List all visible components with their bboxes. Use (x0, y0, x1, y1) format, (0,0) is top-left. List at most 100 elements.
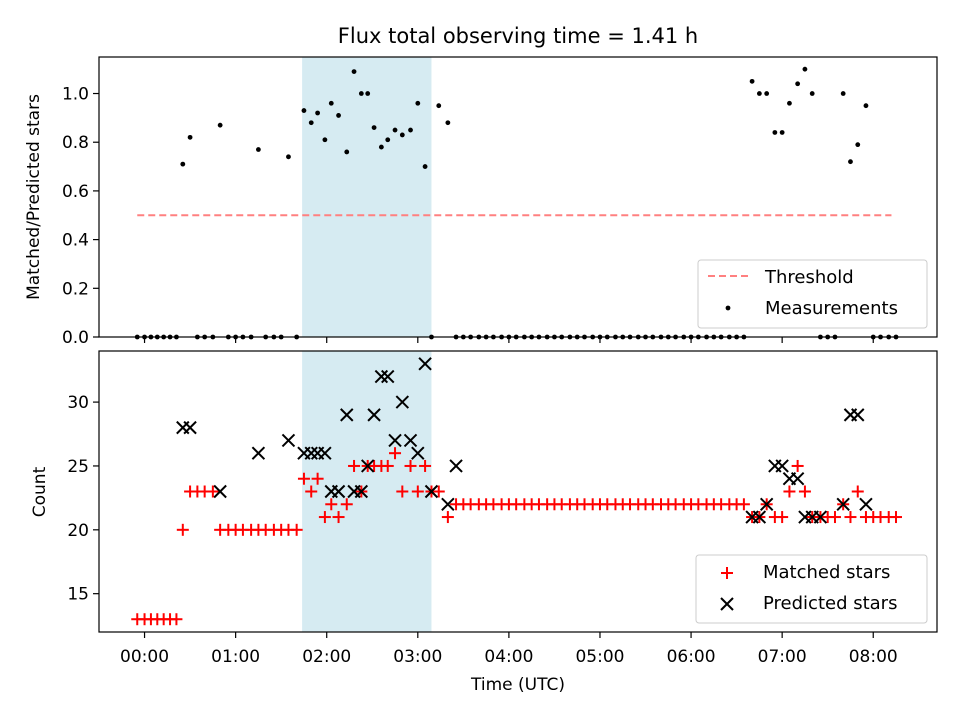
predicted-star-point (790, 472, 805, 486)
matched-star-point (381, 459, 394, 472)
matched-star-point (318, 511, 331, 524)
y-tick-label: 0.0 (62, 328, 89, 348)
predicted-star-point (775, 459, 789, 473)
measurement-point (308, 120, 314, 126)
matched-star-point (411, 485, 424, 498)
matched-star-point (404, 459, 417, 472)
matched-star-point (441, 511, 454, 524)
top-legend-box (697, 259, 928, 329)
measurement-point (322, 137, 328, 143)
predicted-star-point (403, 433, 418, 448)
measurement-point (772, 130, 778, 135)
x-tick-label: 00:00 (120, 647, 169, 667)
matched-star-point (348, 459, 361, 472)
predicted-star-point (836, 497, 850, 511)
measurement-point (385, 137, 391, 143)
x-tick-label: 08:00 (849, 647, 898, 667)
matched-star-point (798, 485, 811, 498)
predicted-star-point (340, 408, 354, 422)
measurement-point (764, 91, 770, 96)
matched-star-point (206, 485, 219, 498)
predicted-star-point (251, 446, 266, 460)
y-tick-label: 0.4 (62, 231, 89, 251)
measurement-point (802, 66, 808, 72)
matched-star-point (851, 485, 864, 498)
y-tick-label: 0.8 (62, 133, 89, 153)
predicted-star-point (360, 459, 375, 473)
matched-star-point (396, 485, 409, 498)
bottom-x-axis-ticks: 00:00 01:00 02:00 03:00 04:00 05:00 06:00 07:00… (120, 632, 898, 667)
matched-star-point (890, 511, 903, 524)
predicted-star-point (424, 484, 439, 499)
measurement-point (795, 81, 801, 87)
bottom-y-axis-label: Count (30, 466, 50, 517)
measurement-point (336, 113, 341, 118)
measurement-point (422, 164, 428, 169)
matched-star-point (389, 447, 402, 460)
matched-star-point (170, 613, 183, 626)
measurement-point (256, 147, 261, 152)
y-tick-label: 0.6 (62, 182, 89, 202)
predicted-star-point (374, 369, 389, 384)
predicted-star-point (213, 484, 227, 499)
x-tick-label: 02:00 (302, 647, 351, 667)
matched-star-point (305, 485, 318, 498)
measurement-point (840, 91, 846, 96)
measurement-point (371, 125, 377, 131)
predicted-star-point (851, 408, 865, 422)
measurement-point (187, 134, 193, 140)
top-y-axis-label: Matched/Predicted stars (24, 94, 44, 300)
predicted-star-point (331, 484, 346, 499)
measurement-point (365, 91, 371, 96)
predicted-star-point (449, 459, 463, 473)
measurement-point (809, 91, 815, 96)
measurement-point (445, 120, 451, 126)
x-tick-label: 05:00 (575, 647, 624, 667)
predicted-star-point (281, 433, 296, 448)
measurement-point (855, 142, 861, 148)
measurement-point (286, 154, 291, 160)
matched-star-point (791, 459, 804, 472)
measurements-legend-label: Measurements (765, 298, 898, 319)
predicted-star-point (388, 433, 402, 448)
predicted-star-point (441, 497, 455, 511)
measurement-point (756, 91, 762, 96)
predicted-star-point (354, 484, 369, 499)
x-tick-label: 01:00 (211, 647, 260, 667)
measurement-point (399, 132, 405, 138)
y-tick-label: 30 (67, 393, 89, 413)
y-tick-label: 1.0 (62, 85, 89, 105)
x-tick-label: 03:00 (393, 647, 442, 667)
measurement-point (863, 103, 869, 109)
measurement-point (217, 122, 223, 128)
measurement-point (787, 100, 792, 106)
predicted-legend-label: Predicted stars (763, 593, 897, 614)
y-tick-label: 0.2 (62, 279, 89, 299)
matched-star-point (176, 523, 189, 536)
predicted-star-point (183, 420, 197, 435)
x-tick-label: 06:00 (667, 647, 716, 667)
matched-star-point (783, 485, 796, 498)
threshold-legend-label: Threshold (764, 267, 854, 288)
measurement-point (848, 159, 853, 165)
matched-star-point (290, 523, 303, 536)
top-plot-frame (98, 56, 938, 338)
matched-star-point (311, 472, 324, 485)
predicted-star-point (304, 446, 318, 460)
top-y-axis-ticks: 0.0 0.2 0.4 0.6 0.8 1.0 (62, 85, 99, 348)
matched-star-point (325, 498, 338, 511)
matched-star-point (776, 511, 789, 524)
chart-title: Flux total observing time = 1.41 h (338, 24, 698, 48)
measurement-point (328, 100, 334, 106)
matched-stars-points (131, 447, 903, 626)
measurement-point (749, 78, 755, 84)
predicted-star-point (318, 446, 332, 460)
y-tick-label: 25 (67, 457, 89, 477)
predicted-legend-swatch (720, 597, 734, 611)
predicted-star-point (859, 497, 873, 511)
predicted-star-point (367, 408, 381, 422)
top-observing-span (302, 57, 432, 337)
measurement-point (408, 127, 413, 133)
